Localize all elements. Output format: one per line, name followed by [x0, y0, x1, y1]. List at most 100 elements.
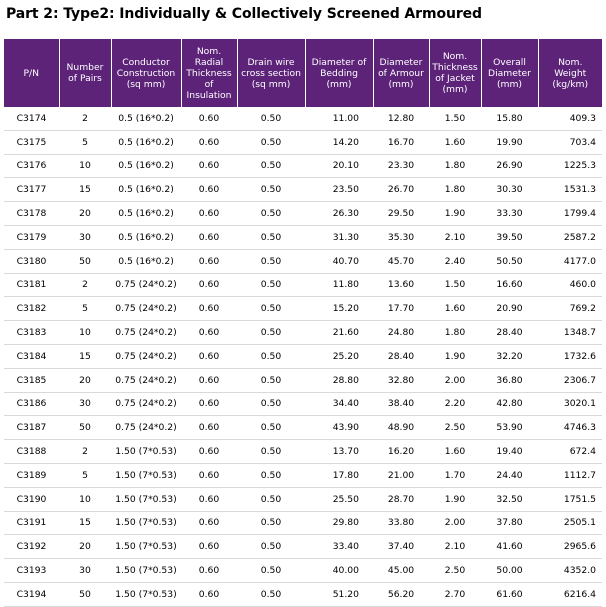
cell-pn: C3189	[4, 463, 59, 488]
cell-pairs: 2	[59, 439, 111, 464]
table-row: C3188 2 1.50 (7*0.53) 0.60 0.50 13.70 16.20 1.6…	[4, 439, 602, 464]
cell-armour: 12.80	[373, 107, 429, 131]
header-line: (kg/km)	[552, 78, 589, 90]
table-row: C3175 5 0.5 (16*0.2) 0.60 0.50 14.20 16.70 1.60…	[4, 130, 602, 155]
cell-drain-wire: 0.50	[237, 201, 305, 226]
cell-bedding: 40.70	[305, 249, 373, 274]
cell-overall: 42.80	[481, 392, 538, 417]
cell-drain-wire: 0.50	[237, 273, 305, 298]
cell-insulation: 0.60	[181, 392, 237, 417]
cell-weight: 1751.5	[538, 487, 602, 512]
cell-conductor: 0.5 (16*0.2)	[111, 201, 181, 226]
header-line: (sq mm)	[126, 78, 166, 90]
cell-conductor: 1.50 (7*0.53)	[111, 487, 181, 512]
cell-bedding: 21.60	[305, 320, 373, 345]
cable-spec-table: P/N Number of Pairs Conductor Construction (s…	[4, 39, 602, 607]
table-row: C3184 15 0.75 (24*0.2) 0.60 0.50 25.20 28.40 1.…	[4, 344, 602, 369]
cell-pairs: 5	[59, 130, 111, 155]
cell-overall: 50.00	[481, 558, 538, 583]
cell-weight: 460.0	[538, 273, 602, 298]
table-body: C3174 2 0.5 (16*0.2) 0.60 0.50 11.00 12.80 1.50…	[4, 107, 602, 607]
cell-bedding: 23.50	[305, 177, 373, 203]
cell-conductor: 0.75 (24*0.2)	[111, 296, 181, 322]
cell-weight: 6216.4	[538, 582, 602, 607]
header-line: (mm)	[326, 78, 352, 90]
cell-drain-wire: 0.50	[237, 392, 305, 417]
cell-conductor: 1.50 (7*0.53)	[111, 582, 181, 607]
cell-drain-wire: 0.50	[237, 130, 305, 155]
table-row: C3192 20 1.50 (7*0.53) 0.60 0.50 33.40 37.40 2.…	[4, 534, 602, 560]
cell-insulation: 0.60	[181, 320, 237, 345]
cell-conductor: 0.75 (24*0.2)	[111, 320, 181, 345]
cell-weight: 769.2	[538, 296, 602, 322]
cell-armour: 33.80	[373, 511, 429, 536]
cell-pn: C3183	[4, 320, 59, 345]
cell-jacket: 2.40	[429, 249, 481, 274]
cell-drain-wire: 0.50	[237, 368, 305, 393]
cell-pn: C3193	[4, 558, 59, 583]
cell-drain-wire: 0.50	[237, 439, 305, 464]
cell-drain-wire: 0.50	[237, 463, 305, 488]
cell-weight: 409.3	[538, 107, 602, 131]
cell-pairs: 30	[59, 392, 111, 417]
cell-pn: C3184	[4, 344, 59, 369]
header-overall-diameter: Overall Diameter (mm)	[481, 39, 539, 107]
cell-pn: C3191	[4, 511, 59, 536]
cell-weight: 1531.3	[538, 177, 602, 203]
cell-conductor: 1.50 (7*0.53)	[111, 463, 181, 488]
cell-conductor: 0.75 (24*0.2)	[111, 344, 181, 369]
table-header-row: P/N Number of Pairs Conductor Construction (s…	[4, 39, 602, 107]
header-line: of Jacket	[435, 73, 475, 84]
cell-weight: 2587.2	[538, 225, 602, 250]
cell-insulation: 0.60	[181, 463, 237, 488]
cell-pn: C3187	[4, 415, 59, 441]
header-line: Thickness	[186, 67, 232, 79]
cell-insulation: 0.60	[181, 487, 237, 512]
cell-insulation: 0.60	[181, 511, 237, 536]
header-line: Weight	[554, 67, 587, 79]
cell-weight: 2965.6	[538, 534, 602, 560]
cell-weight: 2505.1	[538, 511, 602, 536]
cell-overall: 32.50	[481, 487, 538, 512]
cell-pairs: 10	[59, 487, 111, 512]
cell-pairs: 10	[59, 320, 111, 345]
cell-jacket: 2.00	[429, 511, 481, 536]
cell-pairs: 50	[59, 415, 111, 441]
cell-overall: 19.90	[481, 130, 538, 155]
cell-pairs: 30	[59, 225, 111, 250]
cell-pairs: 20	[59, 368, 111, 393]
cell-armour: 38.40	[373, 392, 429, 417]
cell-overall: 19.40	[481, 439, 538, 464]
cell-armour: 24.80	[373, 320, 429, 345]
header-line: cross section	[241, 67, 301, 79]
cell-jacket: 1.60	[429, 439, 481, 464]
cell-weight: 672.4	[538, 439, 602, 464]
cell-pairs: 15	[59, 511, 111, 536]
cell-drain-wire: 0.50	[237, 107, 305, 131]
cell-jacket: 1.90	[429, 487, 481, 512]
cell-conductor: 1.50 (7*0.53)	[111, 511, 181, 536]
cell-insulation: 0.60	[181, 534, 237, 560]
cell-conductor: 0.5 (16*0.2)	[111, 154, 181, 179]
cell-weight: 4746.3	[538, 415, 602, 441]
header-drain-wire: Drain wire cross section (sq mm)	[237, 39, 306, 107]
cell-insulation: 0.60	[181, 558, 237, 583]
cell-armour: 45.70	[373, 249, 429, 274]
cell-armour: 32.80	[373, 368, 429, 393]
cell-bedding: 13.70	[305, 439, 373, 464]
cell-drain-wire: 0.50	[237, 225, 305, 250]
cell-weight: 4352.0	[538, 558, 602, 583]
cell-jacket: 1.90	[429, 344, 481, 369]
cell-overall: 50.50	[481, 249, 538, 274]
header-line: Radial	[194, 56, 224, 68]
table-row: C3191 15 1.50 (7*0.53) 0.60 0.50 29.80 33.80 2.…	[4, 511, 602, 536]
header-line: Bedding	[320, 67, 358, 79]
cell-pn: C3181	[4, 273, 59, 298]
cell-weight: 4177.0	[538, 249, 602, 274]
cell-overall: 26.90	[481, 154, 538, 179]
header-conductor-construction: Conductor Construction (sq mm)	[111, 39, 182, 107]
header-insulation-thickness: Nom. Radial Thickness of Insulation	[181, 39, 238, 107]
cell-conductor: 0.5 (16*0.2)	[111, 107, 181, 131]
cell-insulation: 0.60	[181, 344, 237, 369]
cell-jacket: 1.50	[429, 273, 481, 298]
